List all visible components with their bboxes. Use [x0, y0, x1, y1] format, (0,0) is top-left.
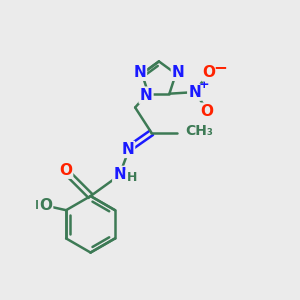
Text: +: + [198, 78, 209, 91]
Text: N: N [121, 142, 134, 157]
Text: O: O [202, 65, 215, 80]
Text: O: O [201, 104, 214, 119]
Text: N: N [140, 88, 152, 103]
Text: CH₃: CH₃ [185, 124, 213, 138]
Text: −: − [213, 58, 227, 76]
Text: N: N [188, 85, 201, 100]
Text: N: N [172, 65, 184, 80]
Text: O: O [39, 198, 52, 213]
Text: O: O [59, 163, 72, 178]
Text: H: H [126, 171, 137, 184]
Text: H: H [35, 199, 45, 212]
Text: N: N [133, 65, 146, 80]
Text: N: N [113, 167, 126, 182]
